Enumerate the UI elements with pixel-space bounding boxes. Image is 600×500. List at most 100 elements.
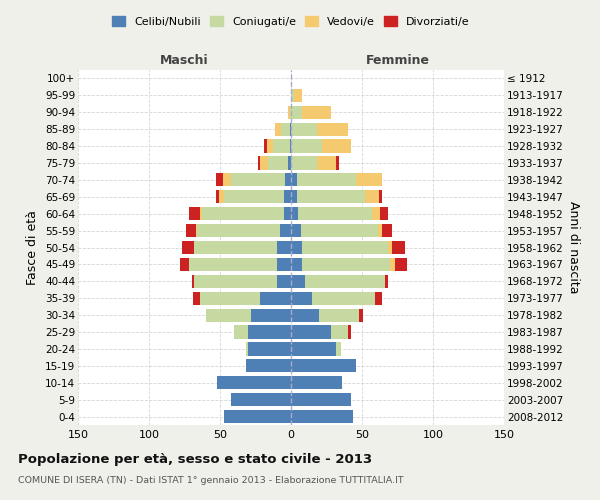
Bar xyxy=(302,106,331,119)
Bar xyxy=(202,207,284,220)
Bar xyxy=(186,224,196,237)
Bar xyxy=(224,190,284,203)
Bar xyxy=(302,258,391,271)
Bar xyxy=(291,393,350,406)
Bar xyxy=(291,140,322,152)
Bar xyxy=(268,156,288,170)
Bar xyxy=(291,258,302,271)
Bar xyxy=(291,292,313,305)
Bar xyxy=(291,274,305,288)
Bar xyxy=(288,106,290,119)
Bar xyxy=(301,224,377,237)
Bar xyxy=(272,140,290,152)
Bar xyxy=(298,207,372,220)
Bar xyxy=(395,258,407,271)
Bar xyxy=(319,308,359,322)
Bar xyxy=(337,156,339,170)
Bar xyxy=(189,258,277,271)
Bar xyxy=(286,174,291,186)
Bar xyxy=(375,292,382,305)
Y-axis label: Anni di nascita: Anni di nascita xyxy=(567,201,580,294)
Bar xyxy=(391,258,395,271)
Bar xyxy=(277,258,291,271)
Bar xyxy=(291,342,337,355)
Bar xyxy=(388,241,392,254)
Bar xyxy=(372,207,380,220)
Bar xyxy=(392,241,404,254)
Bar xyxy=(385,274,388,288)
Legend: Celibi/Nubili, Coniugati/e, Vedovi/e, Divorziati/e: Celibi/Nubili, Coniugati/e, Vedovi/e, Di… xyxy=(108,12,474,32)
Bar xyxy=(296,190,365,203)
Bar xyxy=(260,156,268,170)
Bar xyxy=(200,292,260,305)
Bar xyxy=(277,274,291,288)
Bar xyxy=(291,89,294,102)
Bar xyxy=(275,122,281,136)
Bar xyxy=(281,122,290,136)
Bar xyxy=(223,174,232,186)
Bar xyxy=(290,122,291,136)
Text: Femmine: Femmine xyxy=(365,54,430,68)
Bar xyxy=(251,308,291,322)
Bar xyxy=(291,326,331,338)
Bar xyxy=(365,190,379,203)
Bar xyxy=(245,342,248,355)
Bar xyxy=(305,274,385,288)
Bar xyxy=(291,156,317,170)
Bar xyxy=(264,140,267,152)
Bar xyxy=(232,393,291,406)
Bar xyxy=(317,122,348,136)
Bar xyxy=(182,241,194,254)
Bar xyxy=(216,174,223,186)
Bar xyxy=(291,174,296,186)
Bar xyxy=(348,326,350,338)
Bar xyxy=(277,241,291,254)
Bar xyxy=(259,156,260,170)
Bar xyxy=(248,342,291,355)
Bar xyxy=(291,241,302,254)
Bar xyxy=(224,410,291,423)
Bar xyxy=(234,326,248,338)
Y-axis label: Fasce di età: Fasce di età xyxy=(26,210,40,285)
Bar xyxy=(180,258,189,271)
Bar xyxy=(291,410,353,423)
Bar xyxy=(232,174,286,186)
Bar xyxy=(337,342,341,355)
Bar xyxy=(331,326,348,338)
Bar xyxy=(291,224,301,237)
Text: Popolazione per età, sesso e stato civile - 2013: Popolazione per età, sesso e stato civil… xyxy=(18,452,372,466)
Bar xyxy=(291,106,302,119)
Bar xyxy=(291,376,342,390)
Bar xyxy=(280,224,291,237)
Bar xyxy=(296,174,356,186)
Text: Maschi: Maschi xyxy=(160,54,209,68)
Bar xyxy=(291,359,356,372)
Bar xyxy=(317,156,337,170)
Bar xyxy=(322,140,350,152)
Bar xyxy=(206,308,251,322)
Bar xyxy=(196,224,197,237)
Bar xyxy=(218,190,224,203)
Bar xyxy=(194,274,277,288)
Bar xyxy=(291,207,298,220)
Bar xyxy=(291,308,319,322)
Bar xyxy=(191,274,194,288)
Bar xyxy=(284,207,291,220)
Bar xyxy=(290,106,291,119)
Bar xyxy=(359,308,364,322)
Bar xyxy=(193,292,200,305)
Bar xyxy=(382,224,392,237)
Bar xyxy=(197,224,280,237)
Bar xyxy=(200,207,202,220)
Bar xyxy=(216,190,218,203)
Bar xyxy=(248,326,291,338)
Bar xyxy=(294,89,302,102)
Bar xyxy=(260,292,291,305)
Bar xyxy=(217,376,291,390)
Bar xyxy=(379,190,382,203)
Bar xyxy=(313,292,375,305)
Bar xyxy=(245,359,291,372)
Bar xyxy=(189,207,200,220)
Bar xyxy=(267,140,272,152)
Bar xyxy=(194,241,277,254)
